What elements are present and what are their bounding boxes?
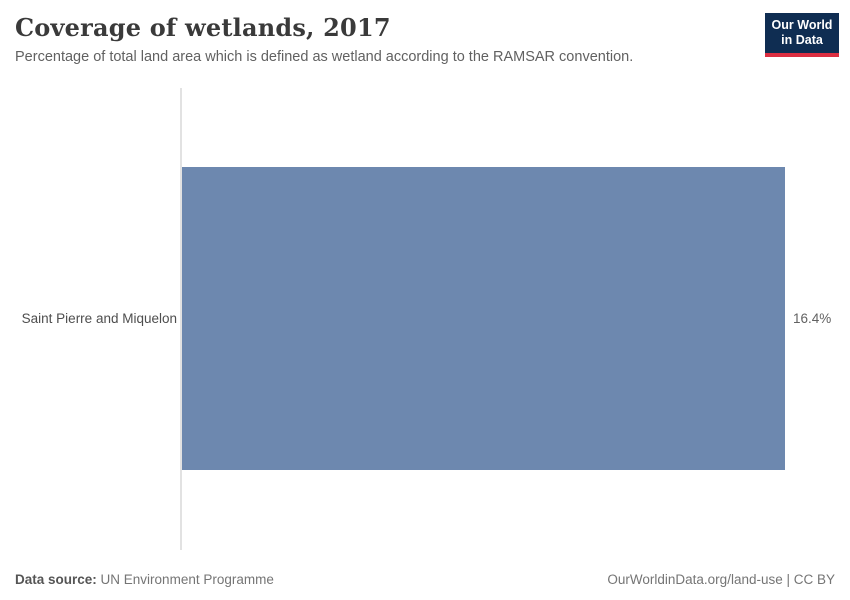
bar-value-label: 16.4% [793, 311, 832, 326]
owid-logo-line1: Our World [771, 18, 833, 32]
bar-row: 16.4% [182, 167, 831, 470]
chart-footer: Data source: UN Environment Programme Ou… [15, 572, 835, 587]
entity-label-text: Saint Pierre and Miquelon [21, 311, 177, 326]
data-source-label: Data source: [15, 572, 97, 587]
entity-label: Saint Pierre and Miquelon [0, 167, 177, 470]
chart-subtitle: Percentage of total land area which is d… [15, 48, 634, 65]
data-source: Data source: UN Environment Programme [15, 572, 274, 587]
owid-logo[interactable]: Our World in Data [765, 13, 839, 57]
owid-logo-line2: in Data [781, 33, 823, 47]
bar-saint-pierre-and-miquelon[interactable] [182, 167, 786, 470]
page-title: Coverage of wetlands, 2017 [15, 13, 391, 42]
chart-header: Coverage of wetlands, 2017 Percentage of… [0, 0, 850, 66]
y-axis-line [180, 88, 182, 550]
attribution-link[interactable]: OurWorldinData.org/land-use | CC BY [607, 572, 835, 587]
data-source-value: UN Environment Programme [100, 572, 274, 587]
